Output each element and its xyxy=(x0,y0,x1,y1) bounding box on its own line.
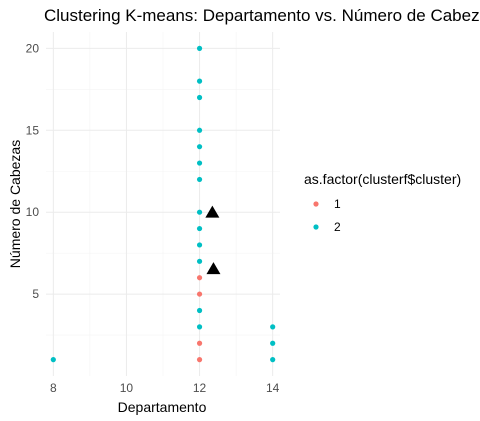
data-point-cluster-2 xyxy=(196,94,203,101)
x-tick-label: 10 xyxy=(120,381,134,395)
legend-entries: 12 xyxy=(313,197,341,234)
legend-label-1: 1 xyxy=(334,197,341,211)
data-point-cluster-1 xyxy=(196,340,203,346)
x-tick-label: 12 xyxy=(193,381,207,395)
centroid-marker xyxy=(206,262,221,275)
grid xyxy=(46,32,280,376)
x-tick-label: 8 xyxy=(50,381,57,395)
legend: as.factor(clusterf$cluster) 12 xyxy=(304,171,461,234)
data-point-cluster-2 xyxy=(196,324,203,330)
data-point-cluster-2 xyxy=(196,144,203,150)
data-point-cluster-2 xyxy=(196,176,203,183)
centroid-marker xyxy=(205,205,220,218)
data-point-cluster-2 xyxy=(196,160,203,166)
y-tick-label: 5 xyxy=(32,287,39,301)
legend-key-2 xyxy=(313,224,319,230)
y-tick-labels: 5 10 15 20 xyxy=(26,41,40,301)
y-axis-title: Número de Cabezas xyxy=(7,140,23,268)
x-tick-labels: 8 10 12 14 xyxy=(50,381,280,395)
chart-title: Clustering K-means: Departamento vs. Núm… xyxy=(44,6,480,25)
legend-title: as.factor(clusterf$cluster) xyxy=(304,171,461,187)
legend-label-2: 2 xyxy=(334,220,341,234)
data-points xyxy=(50,45,276,363)
data-point-cluster-2 xyxy=(196,242,203,248)
data-point-cluster-2 xyxy=(196,258,203,264)
y-tick-label: 15 xyxy=(26,123,40,137)
data-point-cluster-2 xyxy=(270,324,276,330)
legend-key-1 xyxy=(313,201,319,207)
data-point-cluster-1 xyxy=(196,275,203,281)
y-tick-label: 20 xyxy=(26,41,40,55)
data-point-cluster-2 xyxy=(196,45,203,51)
x-axis-title: Departamento xyxy=(118,399,207,415)
x-tick-label: 14 xyxy=(266,381,280,395)
data-point-cluster-2 xyxy=(270,357,276,363)
data-point-cluster-1 xyxy=(196,357,203,363)
data-point-cluster-2 xyxy=(196,78,203,84)
data-point-cluster-1 xyxy=(196,291,203,297)
data-point-cluster-2 xyxy=(196,209,203,215)
y-tick-label: 10 xyxy=(26,205,40,219)
data-point-cluster-2 xyxy=(50,357,56,363)
data-point-cluster-2 xyxy=(196,225,203,232)
data-point-cluster-2 xyxy=(270,340,276,346)
centroid-markers xyxy=(205,205,221,275)
data-point-cluster-2 xyxy=(196,127,203,133)
data-point-cluster-2 xyxy=(196,307,203,314)
